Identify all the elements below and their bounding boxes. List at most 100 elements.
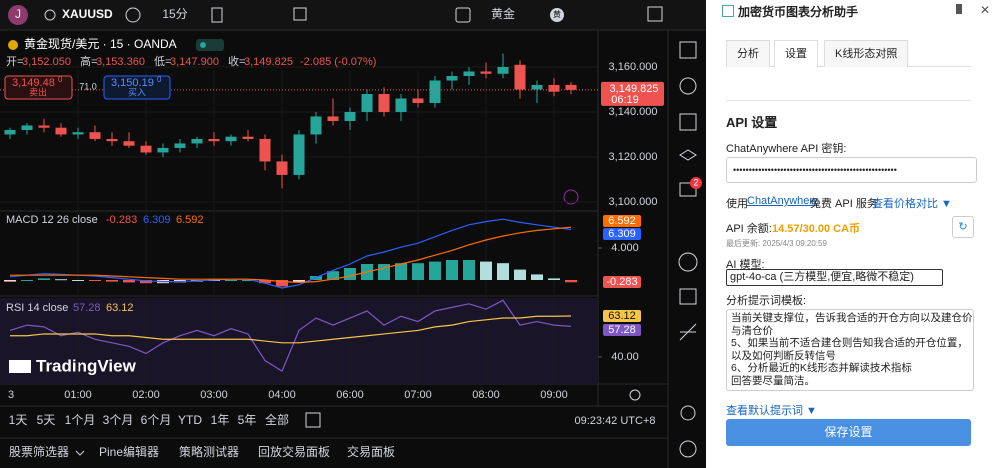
candle-body [395,98,407,112]
interval[interactable]: 15分 [162,7,187,21]
period-button[interactable]: 5天 [37,413,56,427]
macd-hist [259,280,271,284]
macd-hist [514,269,526,280]
macd-hist [327,271,339,280]
period-button[interactable]: 3个月 [103,413,134,427]
x-tick-label: 04:00 [268,389,296,401]
value-tag-label: -0.283 [606,276,637,288]
chat-icon[interactable] [679,182,697,197]
candle-body [123,141,135,146]
indicator-name: MACD 12 26 close [6,214,98,226]
macd-hist [276,280,288,287]
rsi-band [0,298,598,384]
goto-date-icon[interactable] [305,412,321,428]
macd-hist [89,280,101,281]
candle-body [4,129,16,135]
add-symbol[interactable] [125,7,141,23]
bell-icon[interactable] [680,405,696,421]
key-input[interactable]: ••••••••••••••••••••••••••••••••••••••••… [726,157,977,183]
y-tick-label: 40.00 [611,351,639,363]
tab[interactable]: 设置 [774,40,818,68]
indicators-icon[interactable] [293,7,307,21]
alert-icon[interactable] [679,77,697,95]
prompt-textarea[interactable]: 当前关键支撑位，告诉我合适的开仓方向以及建仓价 与清仓价 5、如果当前不适合建仓则告… [726,309,974,391]
indicator-name: RSI 14 close [6,302,68,314]
macd-hist [446,260,458,280]
save-button[interactable]: 保存设置 [726,419,971,446]
buy-digit: 0 [157,75,162,84]
period-button[interactable]: YTD [178,413,202,427]
price-compare[interactable]: 查看价格对比 ▼ [872,198,952,210]
pin-icon[interactable] [956,4,962,14]
logo-mark [9,360,31,373]
macd-hist [293,280,305,283]
candle-body [480,71,492,74]
model-select[interactable]: gpt-4o-ca (三方模型,便宜,略微不稳定) [726,269,943,286]
bottom-tab[interactable]: 策略测试器 [179,444,239,459]
sell-box [4,75,73,100]
status-dot [200,42,206,48]
bottom-tab[interactable]: 回放交易面板 [258,444,330,459]
settings-icon[interactable] [629,389,641,401]
usage-link[interactable]: ChatAnywhere [747,195,820,207]
x-tick-label: 08:00 [472,389,500,401]
period-button[interactable]: 6个月 [141,413,172,427]
candle-body [259,138,271,162]
candle-type-icon[interactable] [211,7,223,23]
macd-hist [480,261,492,280]
tab[interactable]: K线形态对照 [824,40,909,67]
value-tag-label: 63.12 [608,310,636,322]
countdown: 06:19 [611,94,639,106]
default-prompt[interactable]: 查看默认提示词 ▼ [726,405,817,417]
fullscreen-icon[interactable] [647,6,663,22]
candle-body [157,147,169,153]
news-icon[interactable] [679,113,697,131]
candle-body [242,136,254,139]
bottom-tab[interactable]: 股票筛选器 [9,444,69,459]
bottom-tab[interactable]: Pine编辑器 [99,444,159,459]
period-button[interactable]: 1个月 [65,413,96,427]
candle-body [21,125,33,130]
search-icon[interactable] [44,9,56,21]
balance-label: API 余额: [726,223,772,235]
value-tag [603,276,641,288]
sell-digit: 0 [58,75,63,84]
candle-body [174,143,186,148]
change: -2.085 (-0.07%) [300,56,376,68]
period-button[interactable]: 1天 [9,413,28,427]
refresh-button[interactable]: ↻ [952,216,974,238]
prompt-line: 与清仓价 [731,324,773,337]
candle-body [140,145,152,153]
period-button[interactable]: 5年 [238,413,257,427]
period-button[interactable]: 1年 [211,413,230,427]
candle-body [344,111,356,121]
candle-body [378,93,390,112]
close-icon[interactable]: ✕ [980,3,991,17]
event-icon[interactable] [563,189,579,205]
period-button[interactable]: 全部 [265,412,289,427]
ohlc-value: 3,153.360 [96,56,145,68]
tab[interactable]: 分析 [726,40,770,67]
help-icon[interactable] [679,440,697,458]
bottom-tab[interactable]: 交易面板 [347,444,395,459]
chevron[interactable] [75,450,85,456]
draw-icon[interactable] [679,323,697,341]
usage-suffix: 免费 API 服务 [810,198,878,210]
symbol-name[interactable]: 黄金 [491,6,515,21]
layout-icon[interactable] [455,7,471,23]
watchlist-icon[interactable] [679,41,697,59]
layers-icon[interactable] [679,149,697,161]
chart-area: J XAUUSD 15分 黄金 黄 黄金现货/美元 · 15 · OANDA T… [0,0,706,468]
symbol[interactable]: XAUUSD [62,7,113,21]
candle-body [55,127,67,135]
macd-line [9,218,572,289]
macd-hist [4,280,16,282]
candle-body [89,132,101,139]
prompt-line: 以及如何判断反转信号 [731,349,836,362]
macd-hist [548,278,560,280]
target-icon[interactable] [678,252,698,272]
y-tick-label: 3,120.000 [609,151,658,163]
calendar-icon[interactable] [679,288,697,305]
macd-hist [242,280,254,281]
badge [550,8,564,22]
